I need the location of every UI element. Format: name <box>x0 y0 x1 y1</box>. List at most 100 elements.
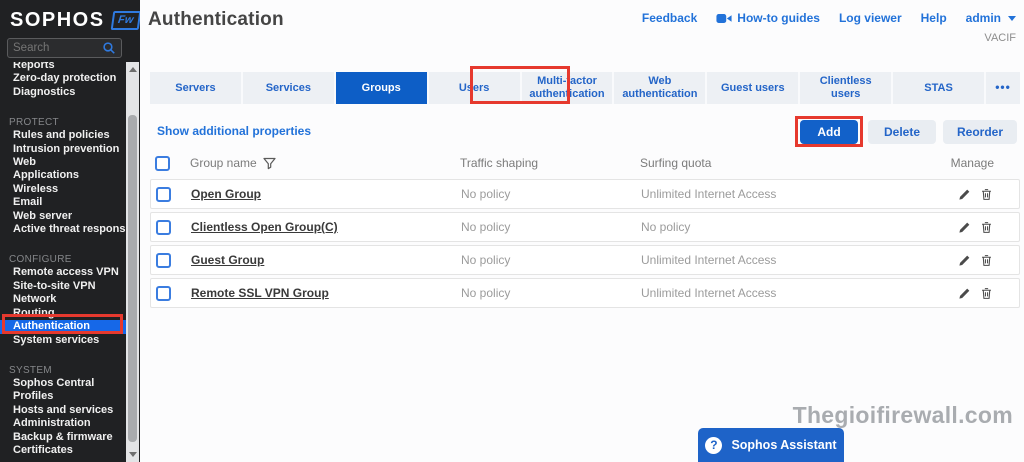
tab-servers[interactable]: Servers <box>150 72 243 104</box>
row-checkbox[interactable] <box>156 252 171 268</box>
group-name-link[interactable]: Open Group <box>191 187 261 201</box>
tab-users[interactable]: Users <box>429 72 522 104</box>
firewall-logo-badge: Fw <box>110 11 142 30</box>
sidebar-item-rules-and-policies[interactable]: Rules and policies <box>13 129 110 142</box>
row-checkbox[interactable] <box>156 285 171 301</box>
sidebar-item-active-threat-response[interactable]: Active threat response <box>13 223 127 236</box>
reorder-button[interactable]: Reorder <box>943 120 1017 144</box>
sidebar-item-routing[interactable]: Routing <box>13 306 55 319</box>
traffic-shaping-value: No policy <box>461 286 511 300</box>
sidebar-item-remote-access-vpn[interactable]: Remote access VPN <box>13 266 119 279</box>
nav-heading-protect: PROTECT <box>9 117 59 129</box>
sidebar-item-zero-day-protection[interactable]: Zero-day protection <box>13 72 117 85</box>
sidebar-item-web-server[interactable]: Web server <box>13 209 73 222</box>
sidebar-item-intrusion-prevention[interactable]: Intrusion prevention <box>13 142 120 155</box>
sidebar-scrollbar[interactable] <box>126 62 139 462</box>
traffic-shaping-value: No policy <box>461 253 511 267</box>
column-header-surfing-quota: Surfing quota <box>640 156 712 170</box>
surfing-quota-value: Unlimited Internet Access <box>641 286 777 300</box>
how-to-guides-link[interactable]: How-to guides <box>716 11 820 25</box>
sidebar-item-sophos-central[interactable]: Sophos Central <box>13 376 95 389</box>
device-name: VACIF <box>984 32 1016 44</box>
traffic-shaping-value: No policy <box>461 187 511 201</box>
tab-clientless-users[interactable]: Clientless users <box>800 72 894 104</box>
column-header-manage: Manage <box>950 156 994 170</box>
sidebar-item-hosts-and-services[interactable]: Hosts and services <box>13 403 114 416</box>
sidebar-search[interactable] <box>7 38 122 58</box>
feedback-link[interactable]: Feedback <box>641 11 698 25</box>
sidebar-item-system-services[interactable]: System services <box>13 333 100 346</box>
edit-pencil-icon[interactable] <box>958 254 971 267</box>
traffic-shaping-value: No policy <box>461 220 511 234</box>
sidebar: SOPHOS Fw Reports Zero-day protection Di… <box>0 0 142 462</box>
help-link[interactable]: Help <box>920 11 947 25</box>
nav-section-system: SYSTEM Sophos Central Profiles Hosts and… <box>0 364 127 457</box>
groups-table: Group name Traffic shaping Surfing quota… <box>150 150 1020 308</box>
sidebar-item-authentication[interactable]: Authentication <box>0 320 127 334</box>
sophos-assistant-button[interactable]: ? Sophos Assistant <box>698 428 844 462</box>
nav-heading-system: SYSTEM <box>9 364 52 376</box>
sidebar-item-site-to-site-vpn[interactable]: Site-to-site VPN <box>13 279 96 292</box>
scroll-up-arrow-icon[interactable] <box>128 67 137 72</box>
group-name-link[interactable]: Remote SSL VPN Group <box>191 286 329 300</box>
tab-guest-users[interactable]: Guest users <box>707 72 801 104</box>
search-icon[interactable] <box>102 41 116 55</box>
sidebar-item-diagnostics[interactable]: Diagnostics <box>13 85 76 98</box>
sidebar-nav: Reports Zero-day protection Diagnostics … <box>0 62 127 462</box>
search-input[interactable] <box>13 42 102 54</box>
delete-trash-icon[interactable] <box>980 221 993 234</box>
sidebar-item-profiles[interactable]: Profiles <box>13 390 54 403</box>
row-checkbox[interactable] <box>156 186 171 202</box>
select-all-checkbox[interactable] <box>155 155 170 171</box>
column-header-group-name: Group name <box>190 156 257 170</box>
sidebar-item-backup-firmware[interactable]: Backup & firmware <box>13 430 113 443</box>
edit-pencil-icon[interactable] <box>958 287 971 300</box>
tab-bar: Servers Services Groups Users Multi-fact… <box>150 72 1020 104</box>
sophos-assistant-label: Sophos Assistant <box>731 438 837 452</box>
add-button[interactable]: Add <box>800 120 858 144</box>
main-area: Authentication Feedback How-to guides Lo… <box>140 0 1024 462</box>
page-title: Authentication <box>148 9 284 30</box>
sidebar-item-applications[interactable]: Applications <box>13 169 80 182</box>
nav-section-configure: CONFIGURE Remote access VPN Site-to-site… <box>0 253 127 346</box>
group-name-link[interactable]: Guest Group <box>191 253 265 267</box>
sidebar-item-web[interactable]: Web <box>13 156 37 169</box>
how-to-guides-label: How-to guides <box>737 11 820 25</box>
tab-more-ellipsis[interactable]: ••• <box>995 80 1011 95</box>
log-viewer-link[interactable]: Log viewer <box>838 11 902 25</box>
delete-trash-icon[interactable] <box>980 287 993 300</box>
scrollbar-thumb[interactable] <box>128 115 137 442</box>
delete-button[interactable]: Delete <box>868 120 936 144</box>
surfing-quota-value: Unlimited Internet Access <box>641 253 777 267</box>
scroll-down-arrow-icon[interactable] <box>128 452 137 457</box>
edit-pencil-icon[interactable] <box>958 188 971 201</box>
tab-multi-factor-authentication[interactable]: Multi-factor authentication <box>522 72 615 104</box>
chevron-down-icon <box>1008 15 1016 21</box>
delete-trash-icon[interactable] <box>980 254 993 267</box>
header-links: Feedback How-to guides Log viewer Help a… <box>642 11 1016 25</box>
admin-menu[interactable]: admin <box>966 11 1016 25</box>
admin-label: admin <box>965 11 1001 25</box>
tab-services[interactable]: Services <box>243 72 336 104</box>
question-mark-icon: ? <box>705 436 723 454</box>
delete-trash-icon[interactable] <box>980 188 993 201</box>
show-additional-properties-link[interactable]: Show additional properties <box>157 124 312 138</box>
sidebar-item-wireless[interactable]: Wireless <box>13 182 59 195</box>
group-name-link[interactable]: Clientless Open Group(C) <box>191 220 338 234</box>
surfing-quota-value: No policy <box>641 220 691 234</box>
tab-web-authentication[interactable]: Web authentication <box>614 72 708 104</box>
tab-groups[interactable]: Groups <box>335 72 429 104</box>
sidebar-item-reports[interactable]: Reports <box>13 62 55 71</box>
table-row: Clientless Open Group(C) No policy No po… <box>150 212 1020 242</box>
sidebar-item-network[interactable]: Network <box>13 293 57 306</box>
sidebar-item-email[interactable]: Email <box>13 196 43 209</box>
row-checkbox[interactable] <box>156 219 171 235</box>
tab-stas[interactable]: STAS <box>893 72 987 104</box>
sidebar-item-certificates[interactable]: Certificates <box>13 443 73 456</box>
edit-pencil-icon[interactable] <box>958 221 971 234</box>
logo-text: SOPHOS <box>10 9 105 31</box>
filter-funnel-icon[interactable] <box>263 157 276 170</box>
nav-section-protect: PROTECT Rules and policies Intrusion pre… <box>0 116 127 236</box>
watermark: Thegioifirewall.com <box>792 402 1013 428</box>
sidebar-item-administration[interactable]: Administration <box>13 417 91 430</box>
